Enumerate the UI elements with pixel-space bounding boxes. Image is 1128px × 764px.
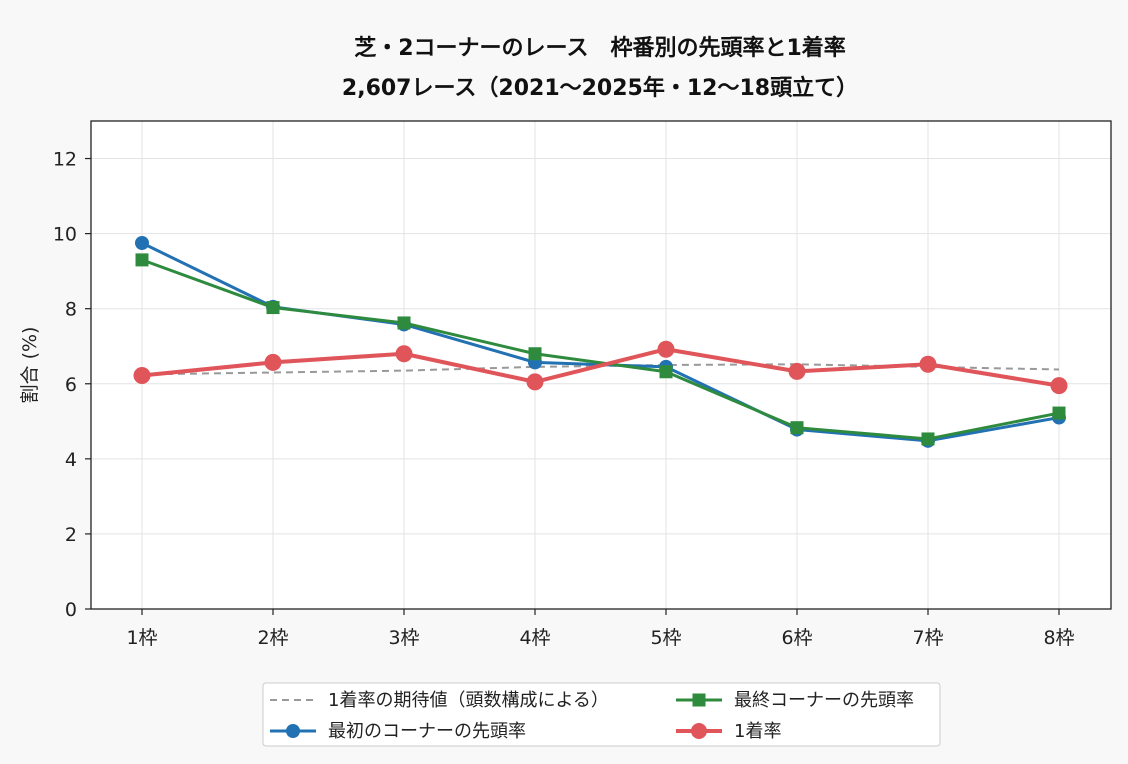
data-point (264, 353, 282, 371)
data-point (1052, 406, 1066, 420)
data-point (397, 316, 411, 330)
data-point (133, 367, 151, 385)
y-tick-label: 2 (65, 524, 77, 546)
series-group (135, 253, 1066, 446)
legend-item: 1着率の期待値（頭数構成による） (270, 690, 609, 711)
series-line (141, 258, 1060, 441)
x-tick-label: 4枠 (519, 627, 550, 649)
data-point (659, 365, 673, 379)
data-point (657, 340, 675, 358)
chart-title: 芝・2コーナーのレース 枠番別の先頭率と1着率 (354, 35, 846, 61)
y-axis-label: 割合 (%) (19, 327, 41, 404)
data-point (266, 301, 280, 315)
chart-subtitle: 2,607レース（2021〜2025年・12〜18頭立て） (342, 75, 858, 101)
legend-label: 1着率 (734, 721, 781, 742)
plot-frame (90, 120, 1112, 610)
data-point (528, 347, 542, 361)
y-tick-label: 4 (65, 449, 77, 471)
series-group (133, 340, 1068, 395)
y-tick-label: 10 (53, 224, 77, 246)
series-line (141, 347, 1060, 388)
data-point (526, 373, 544, 391)
legend: 1着率の期待値（頭数構成による） 最初のコーナーの先頭率 最終コーナーの先頭率 1着率 (262, 682, 941, 747)
legend-label: 1着率の期待値（頭数構成による） (328, 690, 609, 711)
legend-item: 最初のコーナーの先頭率 (270, 721, 526, 742)
data-point (788, 362, 806, 380)
legend-box (262, 682, 941, 747)
series-lines (133, 236, 1068, 448)
data-point (790, 421, 804, 435)
legend-item: 最終コーナーの先頭率 (676, 690, 914, 711)
data-point (1050, 377, 1068, 395)
x-tick-label: 2枠 (257, 627, 288, 649)
legend-swatch-marker (286, 724, 300, 738)
x-tick-label: 8枠 (1043, 627, 1074, 649)
data-point (919, 355, 937, 373)
legend-item: 1着率 (676, 721, 781, 742)
axis-ticks: 0 2 4 6 8 10 12 1枠 2枠 3枠 4枠 5枠 6枠 7枠 8枠 (53, 149, 1075, 649)
x-tick-label: 1枠 (126, 627, 157, 649)
legend-label: 最初のコーナーの先頭率 (328, 721, 526, 742)
y-tick-label: 8 (65, 299, 77, 321)
legend-swatch-marker (691, 723, 707, 739)
data-point (395, 345, 413, 363)
data-point (921, 432, 935, 446)
y-tick-label: 12 (53, 149, 77, 171)
legend-swatch-marker (692, 693, 706, 707)
x-tick-label: 7枠 (912, 627, 943, 649)
x-tick-label: 6枠 (781, 627, 812, 649)
data-point (135, 236, 149, 250)
y-tick-label: 6 (65, 374, 77, 396)
y-tick-label: 0 (65, 599, 77, 621)
legend-label: 最終コーナーの先頭率 (734, 690, 914, 711)
x-tick-label: 5枠 (650, 627, 681, 649)
x-tick-label: 3枠 (388, 627, 419, 649)
data-point (135, 253, 149, 267)
